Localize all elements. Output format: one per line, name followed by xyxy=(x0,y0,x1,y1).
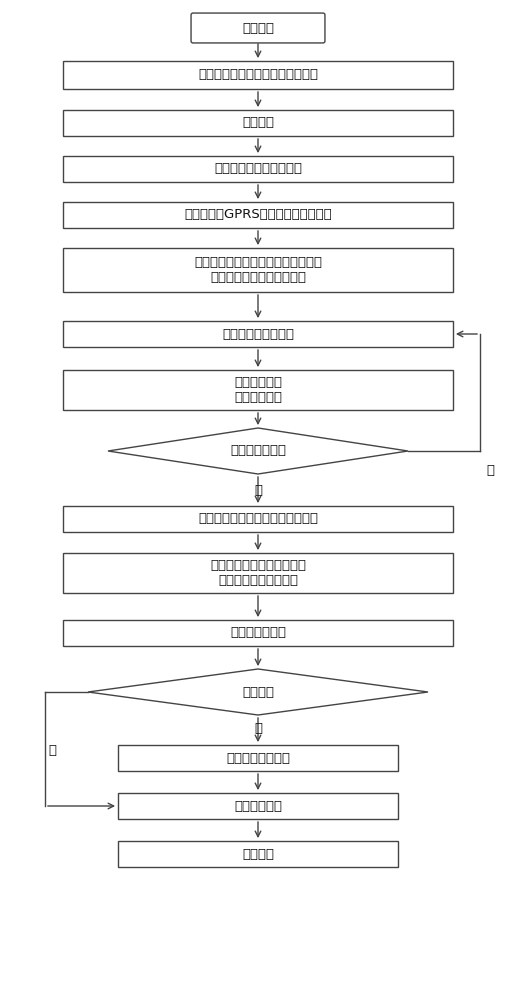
Bar xyxy=(63,506,453,532)
Text: 路途导航、车位指引: 路途导航、车位指引 xyxy=(222,328,294,340)
Text: 是: 是 xyxy=(254,722,262,734)
Bar xyxy=(63,110,453,136)
Text: 否: 否 xyxy=(486,464,494,477)
Text: 超过部分额外收费: 超过部分额外收费 xyxy=(226,752,290,764)
Text: 是: 是 xyxy=(254,484,262,496)
Text: 正常收费部分: 正常收费部分 xyxy=(234,800,282,812)
Text: 选择目的地点、预约时间段等信息: 选择目的地点、预约时间段等信息 xyxy=(198,68,318,82)
Text: 服务器接收到小程序订单: 服务器接收到小程序订单 xyxy=(214,162,302,176)
Bar xyxy=(63,202,453,228)
Text: 相应单片机GPRS模块接收到订单信息: 相应单片机GPRS模块接收到订单信息 xyxy=(184,209,332,222)
Bar xyxy=(63,321,453,347)
Text: 到达停车地点
点击开锁按钝: 到达停车地点 点击开锁按钝 xyxy=(234,376,282,404)
Text: 车位锁升起，保护车位；显示屏显示
相应的车牌信息及车位状态: 车位锁升起，保护车位；显示屏显示 相应的车牌信息及车位状态 xyxy=(194,256,322,284)
Text: 否: 否 xyxy=(48,744,56,756)
Bar xyxy=(63,61,453,89)
FancyBboxPatch shape xyxy=(191,13,325,43)
Text: 确认是否开锁？: 确认是否开锁？ xyxy=(230,444,286,458)
Bar xyxy=(118,793,398,819)
Polygon shape xyxy=(108,428,408,474)
Text: 小程序通过服务器控制车位锁落下: 小程序通过服务器控制车位锁落下 xyxy=(198,512,318,526)
Text: 检测到有车进入时开始计时
显示屏显示车位被占用: 检测到有车进入时开始计时 显示屏显示车位被占用 xyxy=(210,559,306,587)
Text: 检测到车辆离开: 检测到车辆离开 xyxy=(230,626,286,640)
Text: 预约停车: 预约停车 xyxy=(242,21,274,34)
Bar xyxy=(63,156,453,182)
Bar xyxy=(118,745,398,771)
Text: 预约成功: 预约成功 xyxy=(242,116,274,129)
Bar xyxy=(63,248,453,292)
Bar xyxy=(63,553,453,593)
Bar xyxy=(118,841,398,867)
Text: 订单完成: 订单完成 xyxy=(242,848,274,860)
Bar xyxy=(63,620,453,646)
Bar xyxy=(63,370,453,410)
Polygon shape xyxy=(88,669,428,715)
Text: 是否超时: 是否超时 xyxy=(242,686,274,698)
